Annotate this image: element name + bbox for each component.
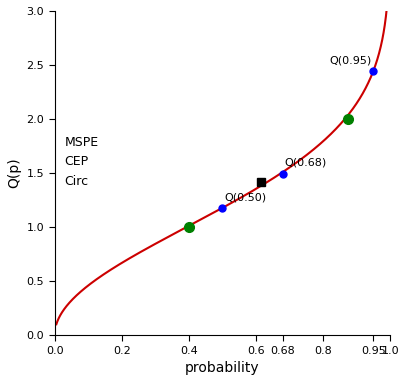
Text: CEP: CEP	[64, 155, 89, 168]
Text: Q(0.95): Q(0.95)	[329, 55, 371, 65]
Text: Q(0.68): Q(0.68)	[284, 158, 326, 168]
Y-axis label: Q(p): Q(p)	[7, 158, 21, 188]
Text: MSPE: MSPE	[64, 136, 98, 149]
Text: Q(0.50): Q(0.50)	[224, 192, 266, 202]
X-axis label: probability: probability	[185, 361, 259, 375]
Text: Circ: Circ	[64, 175, 89, 188]
